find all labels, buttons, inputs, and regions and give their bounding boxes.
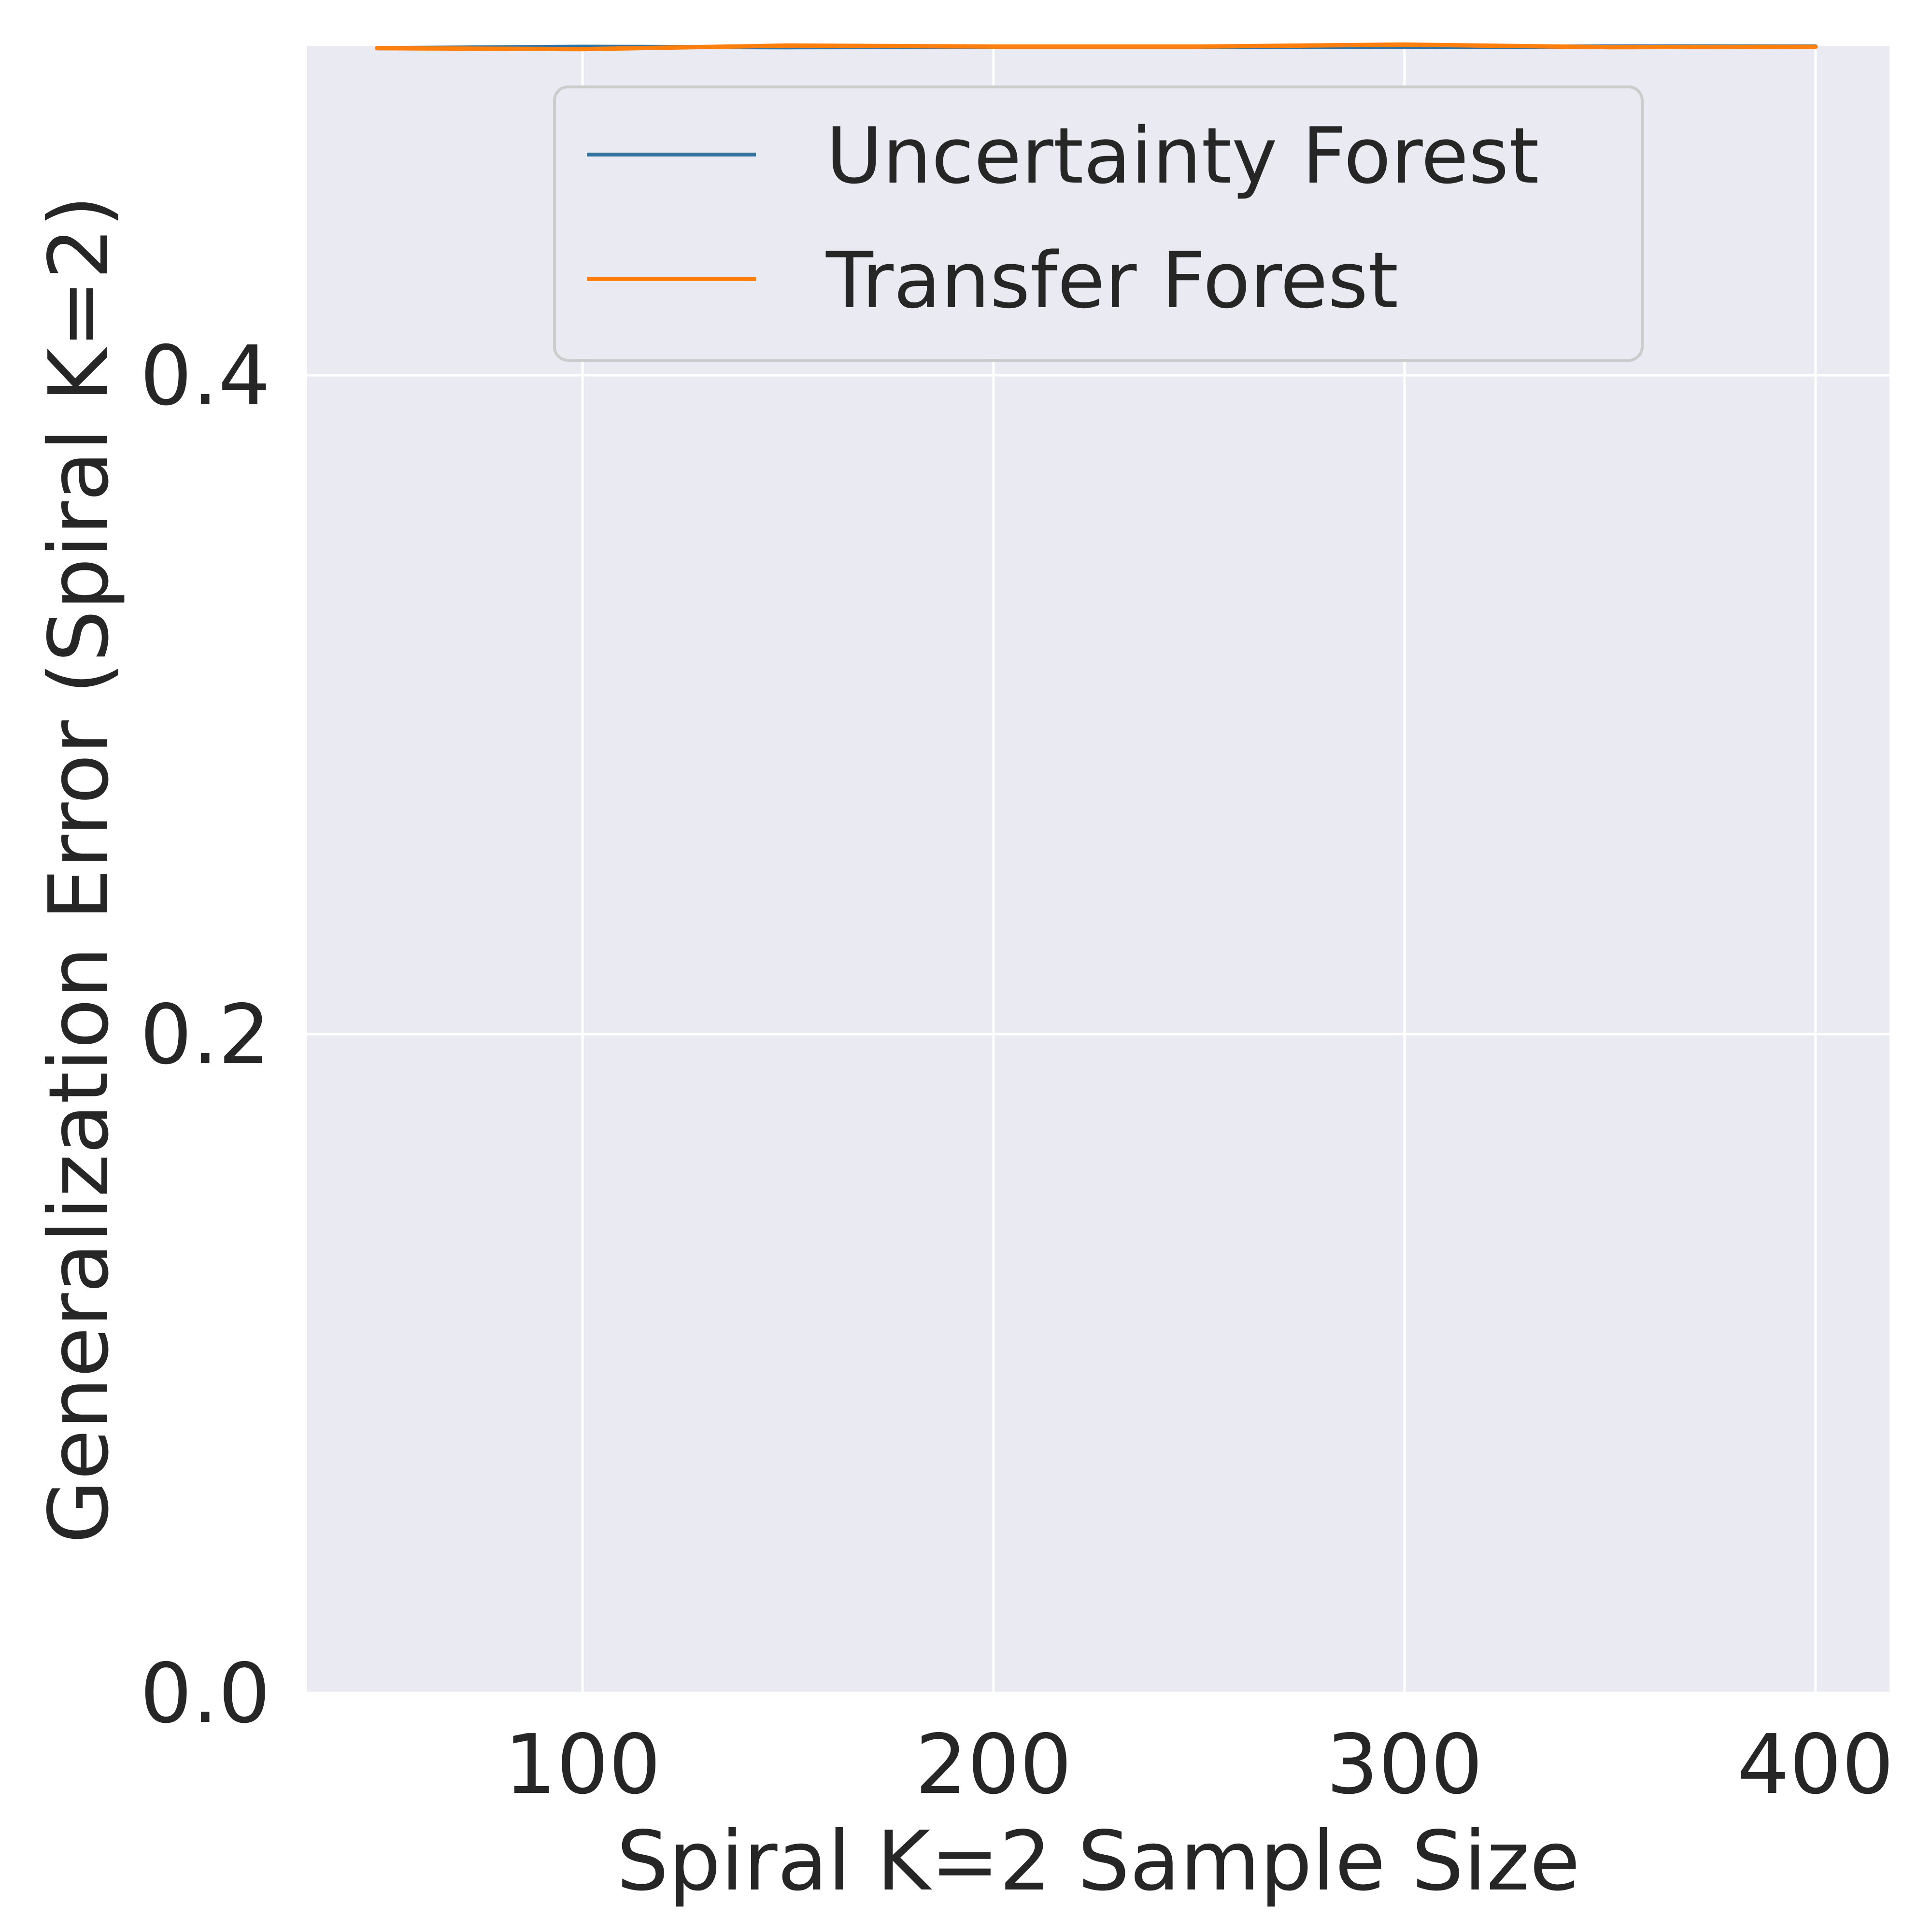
x-tick-label: 300 [1326, 1717, 1483, 1813]
x-tick-label: 400 [1737, 1717, 1894, 1813]
legend-label-uncertainty-forest: Uncertainty Forest [826, 111, 1539, 201]
legend-box [553, 85, 1644, 362]
y-tick-label: 0.2 [140, 987, 270, 1083]
series-line-transfer-forest [375, 42, 1818, 52]
y-tick-label: 0.0 [140, 1646, 270, 1742]
y-tick-labels: 0.0 0.2 0.4 [140, 328, 270, 1742]
x-axis-label: Spiral K=2 Sample Size [617, 1814, 1580, 1909]
y-tick-label: 0.4 [140, 328, 270, 424]
x-tick-labels: 100 200 300 400 [504, 1717, 1894, 1813]
legend: Uncertainty Forest Transfer Forest [553, 85, 1644, 362]
series-lines [375, 42, 1818, 52]
y-axis-label: Generalization Error (Spiral K=2) [31, 195, 127, 1544]
legend-label-transfer-forest: Transfer Forest [825, 235, 1398, 326]
x-tick-label: 100 [504, 1717, 661, 1813]
x-tick-label: 200 [915, 1717, 1072, 1813]
